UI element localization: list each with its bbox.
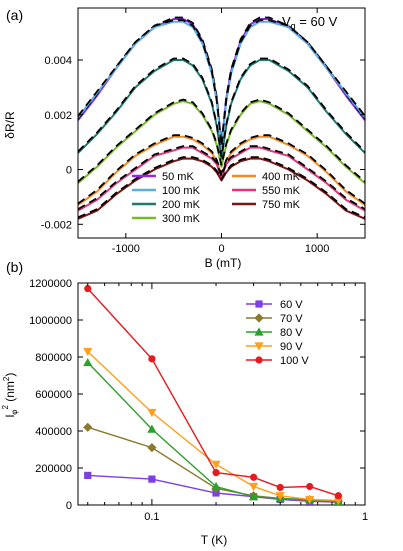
panel-b-axes: 0.1 1 0 200000 400000 600000 800000 1000000 1200…: [29, 278, 368, 523]
panel-a-legend-label: 50 mK: [162, 171, 194, 183]
panel-b-y-axis-label: lφ2 (nm2): [1, 373, 19, 418]
panel-a-x-tick-label: -1000: [112, 243, 140, 255]
panel-b-point-60-V: [148, 475, 156, 483]
panel-a-y-tick-label: 0.004: [44, 55, 72, 67]
panel-a-x-tick-label: 0: [218, 243, 224, 255]
panel-b-point-90-V: [83, 347, 93, 357]
panel-a-y-tick-label: -0.002: [41, 219, 72, 231]
panel-a-series-50-mK: [77, 18, 366, 146]
panel-a-fit-400-mK: [77, 134, 366, 205]
panel-b-point-90-V: [333, 496, 343, 505]
panel-a-label: (a): [6, 7, 23, 23]
panel-b-legend-marker: [254, 342, 264, 351]
panel-b-point-80-V: [248, 492, 259, 501]
panel-b-point-90-V: [211, 460, 221, 469]
panel-b-legend-marker: [254, 313, 264, 323]
panel-a-plot-area: [77, 16, 366, 220]
panel-b: (b) 0.1 1 0 200000 400000 600000 800000 1000000…: [1, 259, 368, 547]
panel-a-fit-750-mK: [77, 156, 366, 219]
panel-b-legend-marker: [255, 356, 263, 364]
panel-b-point-80-V: [83, 357, 93, 367]
panel-b-point-90-V: [305, 495, 315, 505]
panel-a-series-100-mK: [77, 20, 366, 149]
panel-a-legend-label: 550 mK: [262, 185, 301, 197]
panel-b-legend-label: 100 V: [280, 355, 309, 367]
panel-b-y-tick-label: 1000000: [29, 315, 72, 327]
panel-b-legend-label: 70 V: [280, 313, 303, 325]
panel-b-legend-label: 60 V: [280, 299, 303, 311]
panel-b-point-100-V: [249, 473, 258, 481]
panel-b-point-90-V: [248, 482, 259, 492]
panel-b-point-100-V: [148, 355, 156, 363]
panel-b-series-line-80-V: [87, 362, 339, 502]
panel-a-series-300-mK: [77, 100, 366, 184]
panel-a-legend: 50 mK 100 mK 200 mK 300 mK 400 mK 550 mK 750 m…: [132, 171, 301, 225]
panel-b-plot-area: [83, 284, 343, 506]
panel-a-series-200-mK: [77, 59, 366, 160]
panel-b-point-100-V: [334, 492, 342, 500]
panel-b-point-90-V: [147, 408, 157, 418]
panel-a-legend-label: 750 mK: [262, 199, 301, 211]
panel-b-point-100-V: [212, 469, 220, 477]
panel-b-point-100-V: [276, 483, 284, 492]
panel-b-frame: [77, 282, 366, 506]
panel-b-y-tick-label: 0: [66, 500, 72, 512]
panel-b-legend-label: 80 V: [280, 327, 303, 339]
panel-b-y-tick-label: 1200000: [29, 278, 72, 290]
panel-b-point-70-V: [83, 422, 93, 432]
panel-a-y-tick-label: 0: [66, 165, 72, 177]
panel-a-x-tick-label: 1000: [305, 243, 329, 255]
panel-b-y-tick-label: 600000: [35, 389, 72, 401]
panel-a-y-tick-label: 0.002: [44, 110, 72, 122]
panel-b-x-axis-label: T (K): [201, 533, 227, 547]
panel-a-fit-100-mK: [77, 19, 366, 147]
panel-b-legend-marker: [255, 300, 263, 308]
panel-b-legend-marker: [254, 327, 264, 336]
panel-a-legend-label: 100 mK: [162, 185, 201, 197]
panel-b-point-60-V: [212, 489, 220, 497]
panel-a-legend-label: 200 mK: [162, 199, 201, 211]
panel-a-fit-200-mK: [77, 57, 366, 158]
gate-voltage-annotation: Vg = 60 V: [282, 14, 338, 31]
panel-a-frame: [77, 7, 366, 239]
panel-b-legend: 60 V 70 V 80 V 90 V 100 V: [246, 299, 309, 367]
panel-b-x-tick-label: 1: [362, 511, 368, 523]
panel-b-x-tick-label: 0.1: [144, 511, 159, 523]
panel-b-point-60-V: [84, 471, 92, 479]
panel-a-axes: -1000 0 1000 -0.002 0 0.002 0.004: [41, 8, 365, 255]
panel-b-point-100-V: [306, 482, 314, 491]
panel-b-point-70-V: [147, 443, 157, 453]
panel-b-label: (b): [6, 259, 23, 275]
panel-b-point-80-V: [211, 481, 221, 491]
panel-a-fit-50-mK: [77, 16, 366, 144]
panel-b-point-100-V: [84, 284, 92, 293]
panel-b-y-tick-label: 800000: [35, 352, 72, 364]
panel-b-point-90-V: [275, 492, 285, 501]
panel-a-fit-300-mK: [77, 98, 366, 183]
panel-b-legend-label: 90 V: [280, 341, 303, 353]
panel-a-legend-label: 400 mK: [262, 171, 301, 183]
panel-b-point-80-V: [147, 424, 157, 433]
panel-a-x-axis-label: B (mT): [205, 256, 242, 270]
panel-a-legend-label: 300 mK: [162, 213, 201, 225]
panel-a-y-axis-label: δR/R: [3, 111, 17, 139]
panel-a: (a) Vg = 60 V -1000 0 1000 -0.002 0 0.002 0.00…: [3, 7, 366, 270]
panel-b-y-tick-label: 200000: [35, 463, 72, 475]
panel-b-y-tick-label: 400000: [35, 426, 72, 438]
